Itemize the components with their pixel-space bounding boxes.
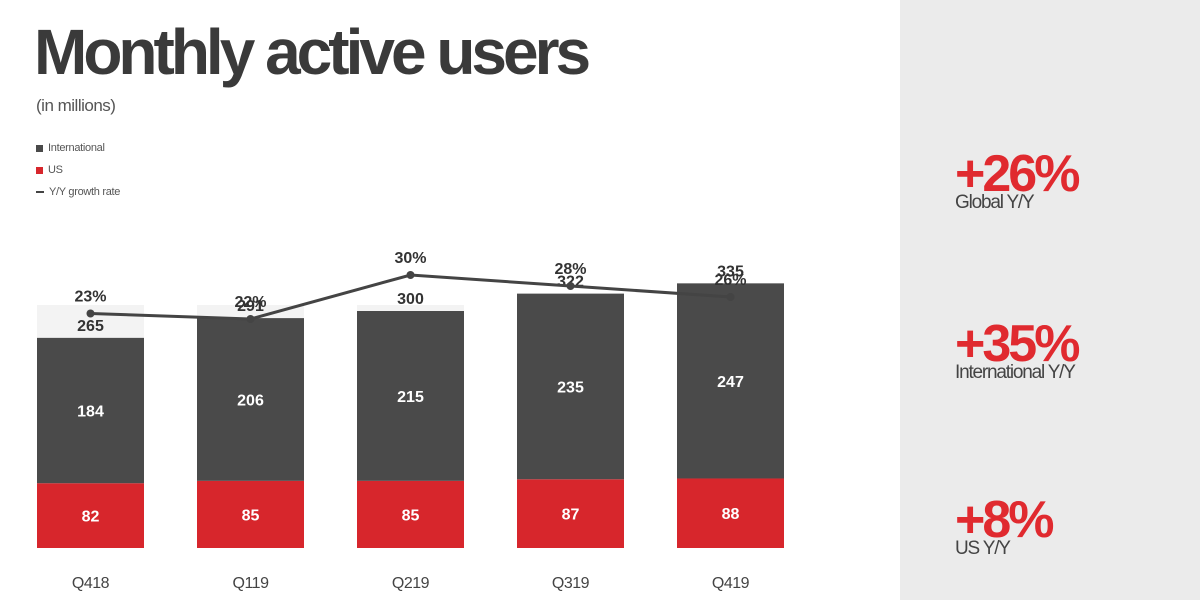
bar-us-q219 xyxy=(357,480,464,548)
bar-label-us-q319: 87 xyxy=(562,507,580,524)
growth-label-q419: 26% xyxy=(714,272,746,289)
bar-shadow-q119 xyxy=(197,305,304,319)
bar-label-international-q119: 206 xyxy=(237,392,264,409)
kpi-us: +8% US Y/Y xyxy=(955,491,1055,560)
growth-label-q219: 30% xyxy=(394,250,426,267)
legend-swatch-international xyxy=(36,144,43,152)
chart-title: Monthly active users xyxy=(34,16,591,88)
legend-swatch-us xyxy=(36,166,43,174)
growth-point-q419 xyxy=(726,293,735,301)
growth-label-q319: 28% xyxy=(554,261,586,278)
bar-us-q119 xyxy=(197,480,304,548)
bar-us-q418 xyxy=(37,483,144,548)
bar-international-q418 xyxy=(37,337,144,484)
bar-label-us-q119: 85 xyxy=(242,507,260,524)
x-tick-q219: Q219 xyxy=(392,575,430,592)
growth-point-q418 xyxy=(86,309,95,318)
kpi-international: +35% International Y/Y xyxy=(955,315,1080,384)
bar-total-q419: 335 xyxy=(717,263,744,280)
x-tick-q119: Q119 xyxy=(233,575,270,592)
bar-label-international-q219: 215 xyxy=(397,389,424,406)
growth-label-q119: 22% xyxy=(234,294,266,311)
bar-label-international-q319: 235 xyxy=(557,379,584,396)
legend-item-growth: Y/Y growth rate xyxy=(36,181,120,203)
legend-label-international: International xyxy=(48,142,105,154)
kpi-international-label: International Y/Y xyxy=(955,362,1076,383)
bar-label-us-q419: 88 xyxy=(722,506,740,523)
x-tick-q419: Q419 xyxy=(712,575,750,592)
bar-total-q119: 291 xyxy=(237,298,264,315)
bar-total-q219: 300 xyxy=(397,291,424,308)
kpi-global-value: +26% xyxy=(955,145,1080,203)
legend: International US Y/Y growth rate xyxy=(36,137,120,203)
legend-item-international: International xyxy=(36,137,120,159)
x-tick-q418: Q418 xyxy=(72,575,110,592)
chart-subtitle: (in millions) xyxy=(36,96,116,115)
legend-item-us: US xyxy=(36,159,120,181)
bar-us-q419 xyxy=(677,478,784,548)
bar-total-q418: 265 xyxy=(77,318,104,335)
growth-point-q119 xyxy=(246,315,255,323)
kpi-global: +26% Global Y/Y xyxy=(955,145,1080,214)
x-tick-q319: Q319 xyxy=(552,575,590,592)
bar-label-us-q418: 82 xyxy=(82,509,100,526)
legend-label-us: US xyxy=(48,164,63,176)
chart-plot: 82 184 265 Q418 85 206 291 Q119 85 215 300 Q219 87 23… xyxy=(37,250,784,592)
kpi-us-value: +8% xyxy=(955,491,1055,549)
bar-label-us-q219: 85 xyxy=(402,507,420,524)
bar-label-international-q419: 247 xyxy=(717,374,744,391)
bar-shadow-q219 xyxy=(357,305,464,311)
growth-point-q319 xyxy=(566,282,575,290)
bar-international-q119 xyxy=(197,318,304,481)
kpi-us-label: US Y/Y xyxy=(955,538,1011,559)
bar-international-q219 xyxy=(357,311,464,481)
kpi-international-value: +35% xyxy=(955,315,1080,373)
bar-us-q319 xyxy=(517,479,624,548)
legend-label-growth: Y/Y growth rate xyxy=(49,186,121,198)
growth-point-q219 xyxy=(406,271,415,279)
bar-international-q419 xyxy=(677,283,784,479)
legend-swatch-growth xyxy=(36,191,44,193)
kpi-global-label: Global Y/Y xyxy=(955,192,1035,213)
kpi-panel: +26% Global Y/Y +35% International Y/Y +… xyxy=(900,0,1200,600)
bar-label-international-q418: 184 xyxy=(77,404,104,421)
growth-label-q418: 23% xyxy=(74,289,106,306)
bar-international-q319 xyxy=(517,293,624,480)
